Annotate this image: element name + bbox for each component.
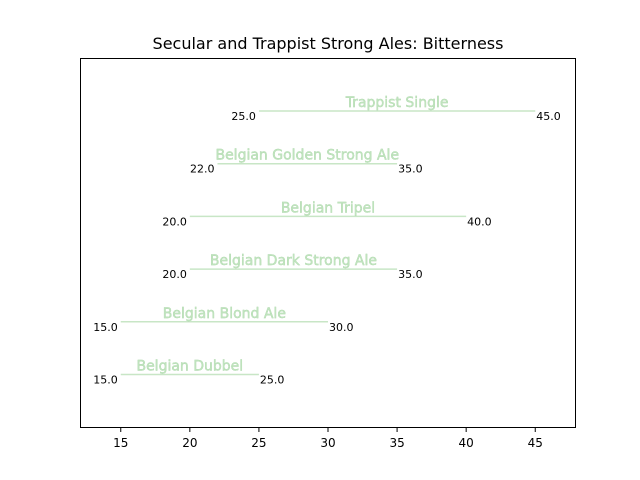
- range-name-2: Belgian Dark Strong Ale: [210, 253, 377, 269]
- range-name-3: Belgian Tripel: [281, 200, 375, 216]
- x-tick-label-3: 30: [320, 436, 335, 450]
- range-low-label-3: 20.0: [162, 215, 187, 228]
- range-high-label-5: 45.0: [536, 110, 561, 123]
- range-high-label-3: 40.0: [467, 215, 492, 228]
- range-name-0: Belgian Dubbel: [136, 359, 243, 375]
- range-low-label-4: 22.0: [190, 163, 215, 176]
- x-axis: 15 20 25 30 35 40 45: [113, 428, 543, 450]
- x-tick-label-2: 25: [251, 436, 266, 450]
- x-tick-label-6: 45: [528, 436, 543, 450]
- range-low-label-0: 15.0: [93, 374, 118, 387]
- plot-frame: [80, 58, 576, 428]
- x-tick-label-5: 40: [459, 436, 474, 450]
- range-high-label-0: 25.0: [260, 374, 285, 387]
- range-bars: Belgian Dubbel 15.0 25.0 Belgian Blond Ale 1…: [93, 95, 560, 387]
- range-high-label-2: 35.0: [398, 268, 423, 281]
- range-name-5: Trappist Single: [345, 95, 449, 111]
- x-tick-label-4: 35: [389, 436, 404, 450]
- range-high-label-4: 35.0: [398, 163, 423, 176]
- range-high-label-1: 30.0: [329, 321, 354, 334]
- x-tick-label-0: 15: [113, 436, 128, 450]
- range-name-1: Belgian Blond Ale: [163, 306, 286, 322]
- x-tick-label-1: 20: [182, 436, 197, 450]
- range-low-label-5: 25.0: [231, 110, 256, 123]
- chart-title: Secular and Trappist Strong Ales: Bitter…: [153, 34, 504, 53]
- range-name-4: Belgian Golden Strong Ale: [215, 148, 399, 164]
- range-low-label-2: 20.0: [162, 268, 187, 281]
- range-low-label-1: 15.0: [93, 321, 118, 334]
